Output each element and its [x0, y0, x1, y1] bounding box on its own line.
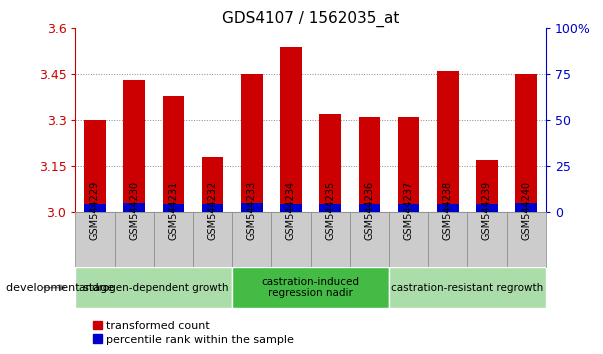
Text: development stage: development stage — [6, 282, 114, 293]
Bar — [84, 204, 106, 212]
Bar — [241, 74, 262, 212]
Text: GSM544240: GSM544240 — [521, 181, 531, 240]
Bar — [389, 267, 546, 308]
Bar — [516, 74, 537, 212]
Text: castration-induced
regression nadir: castration-induced regression nadir — [262, 277, 359, 298]
Bar — [398, 117, 419, 212]
Bar — [124, 80, 145, 212]
Bar — [193, 212, 232, 267]
Bar — [320, 204, 341, 212]
Bar — [154, 212, 193, 267]
Title: GDS4107 / 1562035_at: GDS4107 / 1562035_at — [222, 11, 399, 27]
Bar — [350, 212, 389, 267]
Bar — [75, 267, 232, 308]
Text: GSM544236: GSM544236 — [364, 181, 374, 240]
Bar — [467, 212, 507, 267]
Bar — [311, 212, 350, 267]
Text: castration-resistant regrowth: castration-resistant regrowth — [391, 282, 543, 293]
Text: GSM544235: GSM544235 — [325, 181, 335, 240]
Bar — [271, 212, 311, 267]
Bar — [389, 212, 428, 267]
Text: GSM544237: GSM544237 — [403, 181, 414, 240]
Bar — [163, 204, 184, 212]
Text: GSM544239: GSM544239 — [482, 181, 492, 240]
Text: GSM544234: GSM544234 — [286, 181, 296, 240]
Text: GSM544232: GSM544232 — [207, 181, 218, 240]
Bar — [359, 204, 380, 212]
Bar — [476, 204, 497, 212]
Text: GSM544238: GSM544238 — [443, 181, 453, 240]
Bar — [75, 212, 115, 267]
Bar — [428, 212, 467, 267]
Bar — [232, 212, 271, 267]
Text: GSM544231: GSM544231 — [168, 181, 178, 240]
Bar — [280, 47, 302, 212]
Bar — [163, 96, 184, 212]
Bar — [232, 267, 389, 308]
Text: GSM544233: GSM544233 — [247, 181, 257, 240]
Bar — [202, 204, 223, 212]
Legend: transformed count, percentile rank within the sample: transformed count, percentile rank withi… — [93, 321, 294, 344]
Bar — [84, 120, 106, 212]
Bar — [398, 204, 419, 212]
Bar — [115, 212, 154, 267]
Bar — [280, 204, 302, 212]
Bar — [476, 160, 497, 212]
Bar — [320, 114, 341, 212]
Text: GSM544229: GSM544229 — [90, 181, 100, 240]
Text: androgen-dependent growth: androgen-dependent growth — [79, 282, 229, 293]
Bar — [437, 204, 458, 212]
Bar — [241, 203, 262, 212]
Bar — [507, 212, 546, 267]
Bar — [437, 71, 458, 212]
Bar — [359, 117, 380, 212]
Text: GSM544230: GSM544230 — [129, 181, 139, 240]
Bar — [516, 203, 537, 212]
Bar — [202, 157, 223, 212]
Bar — [124, 203, 145, 212]
